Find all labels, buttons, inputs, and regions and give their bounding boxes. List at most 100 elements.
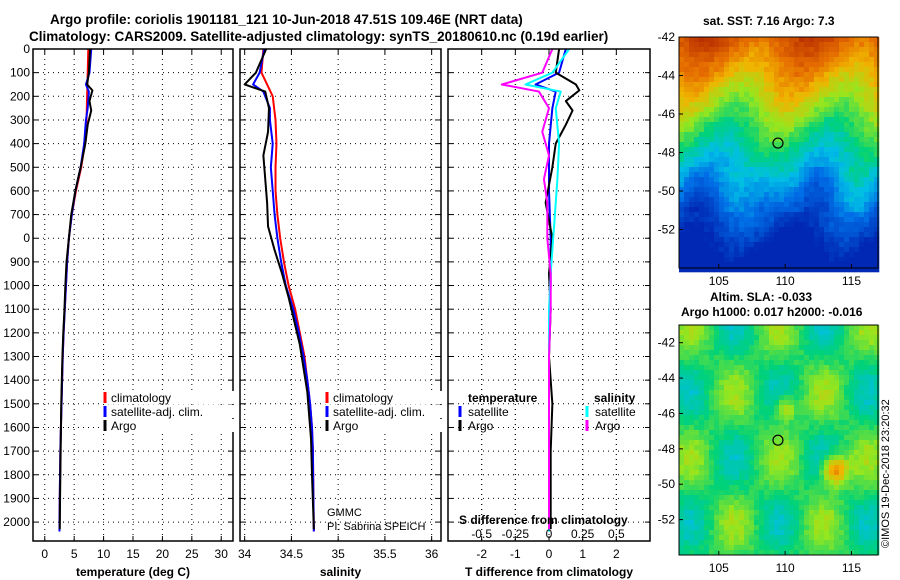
y-tick-label: 1300 bbox=[3, 350, 30, 364]
x-tick-label: 36 bbox=[425, 547, 439, 561]
map-x-tick-label: 110 bbox=[776, 274, 795, 288]
x-tick-label: 2 bbox=[613, 547, 620, 561]
secondary-x-axis-label: S difference from climatology bbox=[459, 513, 628, 527]
y-tick-label: 1200 bbox=[3, 326, 30, 340]
x-tick-label: 35.5 bbox=[373, 547, 397, 561]
x-tick-label: 10 bbox=[97, 547, 111, 561]
map-x-tick-label: 115 bbox=[842, 561, 861, 575]
map-y-tick-label: -44 bbox=[658, 69, 676, 83]
sla-map-subtitle: Argo h1000: 0.017 h2000: -0.016 bbox=[681, 305, 863, 319]
series-argo-line bbox=[243, 48, 315, 530]
legend-group-label: temperature bbox=[468, 391, 538, 405]
x-tick-label: 30 bbox=[215, 547, 229, 561]
x-tick-label: 1 bbox=[579, 547, 586, 561]
y-tick-label: 200 bbox=[10, 89, 30, 103]
argo-float-marker bbox=[772, 434, 784, 446]
legend-label: Argo bbox=[468, 419, 494, 433]
x-tick-label: 0 bbox=[546, 547, 553, 561]
map-y-tick-label: -44 bbox=[658, 371, 676, 385]
sst-map-title: sat. SST: 7.16 Argo: 7.3 bbox=[703, 14, 835, 28]
map-y-tick-label: -48 bbox=[658, 442, 676, 456]
y-tick-label: 1700 bbox=[3, 444, 30, 458]
profile-panel-1: 0 5 10 15 20 25 30 temperature (deg C) 0 100 200 30… bbox=[3, 42, 312, 579]
x-tick-label: 0 bbox=[41, 547, 48, 561]
map-x-tick-label: 115 bbox=[842, 274, 861, 288]
y-tick-label: 300 bbox=[10, 113, 30, 127]
map-y-tick-label: -48 bbox=[658, 146, 676, 160]
plot-area bbox=[240, 49, 441, 541]
series-argo-line bbox=[58, 48, 94, 530]
x-axis-label: salinity bbox=[320, 565, 362, 579]
y-tick-label: 400 bbox=[10, 137, 30, 151]
x-axis-label: T difference from climatology bbox=[465, 565, 633, 579]
legend-label: satellite-adj. clim. bbox=[333, 405, 425, 419]
map-frame bbox=[678, 324, 879, 556]
legend-label: satellite-adj. clim. bbox=[111, 405, 203, 419]
map-y-tick-label: -46 bbox=[658, 107, 676, 121]
map-y-tick-label: -52 bbox=[658, 223, 676, 237]
plot-frame bbox=[239, 48, 442, 542]
y-tick-label: 600 bbox=[10, 184, 30, 198]
x-tick-label: 25 bbox=[185, 547, 199, 561]
legend-label: Argo bbox=[595, 419, 621, 433]
y-tick-label: 1100 bbox=[4, 302, 30, 316]
plot-frame bbox=[32, 48, 234, 542]
legend-label: climatology bbox=[333, 391, 393, 405]
secondary-x-tick-label: 0.25 bbox=[571, 527, 595, 541]
map-x-tick-label: 105 bbox=[709, 561, 729, 575]
legend-label: climatology bbox=[111, 391, 171, 405]
sla-map-title: Altim. SLA: -0.033 bbox=[710, 290, 813, 304]
secondary-x-tick-label: 0 bbox=[546, 527, 553, 541]
y-tick-label: 1000 bbox=[3, 279, 30, 293]
map-y-tick-label: -50 bbox=[658, 184, 676, 198]
figure-title-line1: Argo profile: coriolis 1901181_121 10-Ju… bbox=[50, 12, 523, 27]
map-y-tick-label: -46 bbox=[658, 406, 676, 420]
sst-map: 105 110 115 -42 -44 -46 -48 -50 -52 bbox=[658, 30, 880, 288]
figure-title-line2: Climatology: CARS2009. Satellite-adjuste… bbox=[29, 29, 609, 44]
y-tick-label: 1400 bbox=[3, 373, 30, 387]
y-tick-label: 900 bbox=[10, 255, 30, 269]
y-tick-label: 700 bbox=[10, 208, 30, 222]
sla-map: 105 110 115 -42 -44 -46 -48 -50 -52 bbox=[658, 324, 880, 575]
map-y-tick-label: -52 bbox=[658, 513, 676, 527]
argo-float-marker bbox=[772, 137, 784, 149]
series-argo-line bbox=[500, 48, 554, 530]
map-cells bbox=[679, 37, 880, 273]
profile-panel-3: -2 -1 0 1 2 T difference from climatology temp… bbox=[447, 48, 651, 579]
plot-frame bbox=[447, 48, 651, 542]
map-x-tick-label: 105 bbox=[709, 274, 729, 288]
x-tick-label: 5 bbox=[71, 547, 78, 561]
y-tick-label: 100 bbox=[10, 66, 30, 80]
map-y-tick-label: -42 bbox=[658, 336, 676, 350]
x-tick-label: 35 bbox=[331, 547, 345, 561]
map-x-tick-label: 110 bbox=[776, 561, 795, 575]
x-tick-label: -1 bbox=[510, 547, 521, 561]
x-axis-label: temperature (deg C) bbox=[76, 565, 190, 579]
x-tick-label: 15 bbox=[126, 547, 140, 561]
x-tick-label: 34 bbox=[238, 547, 252, 561]
map-cells bbox=[679, 325, 880, 556]
annotation-label: PI: Sabrina SPEICH bbox=[327, 521, 425, 533]
map-y-tick-label: -42 bbox=[658, 30, 676, 44]
secondary-x-tick-label: -0.5 bbox=[471, 527, 492, 541]
annotation-label: GMMC bbox=[327, 507, 362, 519]
x-tick-label: 20 bbox=[156, 547, 170, 561]
secondary-x-tick-label: 0.5 bbox=[608, 527, 625, 541]
legend-label: satellite bbox=[595, 405, 636, 419]
y-tick-label: 1800 bbox=[3, 468, 30, 482]
y-tick-label: 2000 bbox=[3, 515, 30, 529]
legend-label: Argo bbox=[111, 419, 137, 433]
x-tick-label: 34.5 bbox=[280, 547, 304, 561]
y-tick-label: 1500 bbox=[3, 397, 30, 411]
x-tick-label: -2 bbox=[476, 547, 487, 561]
y-tick-label: 0 bbox=[23, 231, 30, 245]
y-tick-label: 1600 bbox=[3, 420, 30, 434]
map-y-tick-label: -50 bbox=[658, 477, 676, 491]
series-argo-line bbox=[544, 48, 581, 530]
y-tick-label: 1900 bbox=[3, 491, 30, 505]
legend-label: satellite bbox=[468, 405, 509, 419]
secondary-x-tick-label: -0.25 bbox=[502, 527, 530, 541]
y-tick-label: 500 bbox=[10, 160, 30, 174]
y-tick-label: 0 bbox=[23, 42, 30, 56]
